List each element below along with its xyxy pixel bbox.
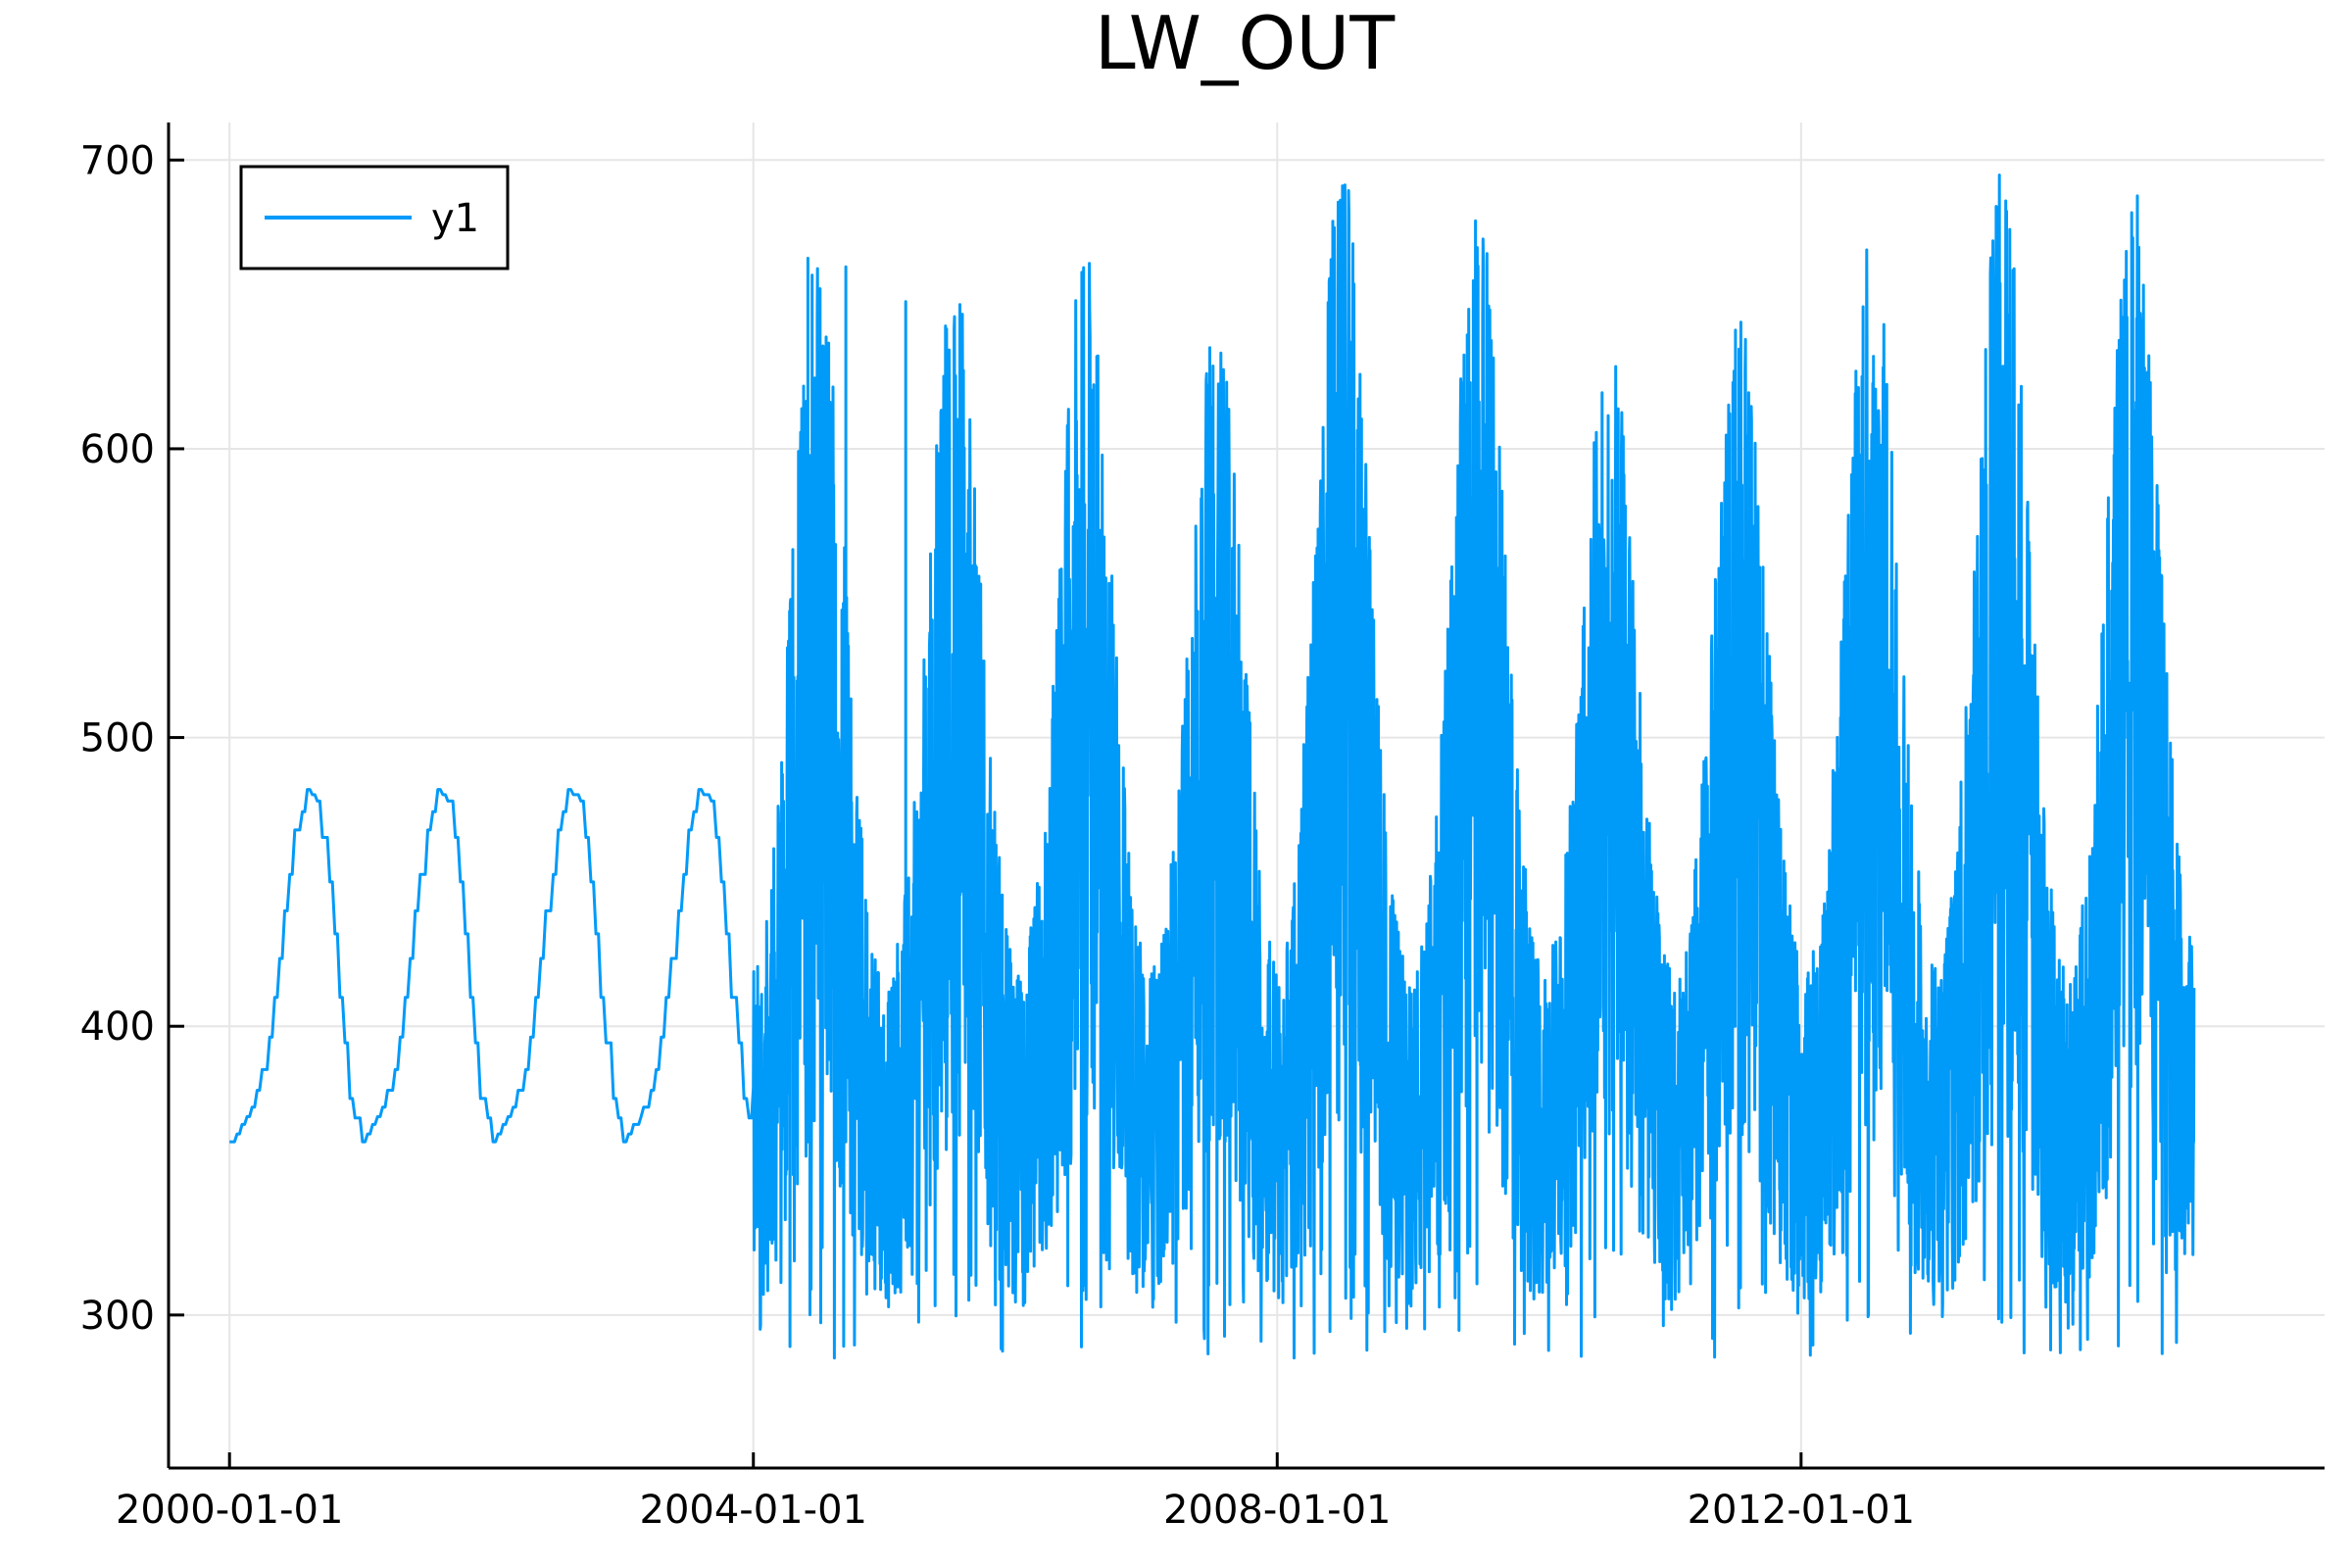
axis-ticks: 300 400 500 600 700 2000-01-01 2004-01-01 2008-… bbox=[80, 138, 1915, 1533]
chart-title: LW_OUT bbox=[1095, 0, 1396, 86]
legend-label-y1: y1 bbox=[431, 196, 479, 241]
x-tick-label: 2004-01-01 bbox=[640, 1488, 867, 1533]
y-tick-label: 400 bbox=[80, 1004, 155, 1050]
y-tick-label: 600 bbox=[80, 427, 155, 472]
y-tick-label: 300 bbox=[80, 1294, 155, 1339]
y-tick-label: 700 bbox=[80, 138, 155, 183]
series-y1-line bbox=[229, 173, 2196, 1360]
x-tick-label: 2008-01-01 bbox=[1163, 1488, 1391, 1533]
legend: y1 bbox=[239, 165, 510, 270]
y-tick-label: 500 bbox=[80, 716, 155, 761]
x-tick-label: 2012-01-01 bbox=[1688, 1488, 1915, 1533]
x-tick-label: 2000-01-01 bbox=[116, 1488, 343, 1533]
